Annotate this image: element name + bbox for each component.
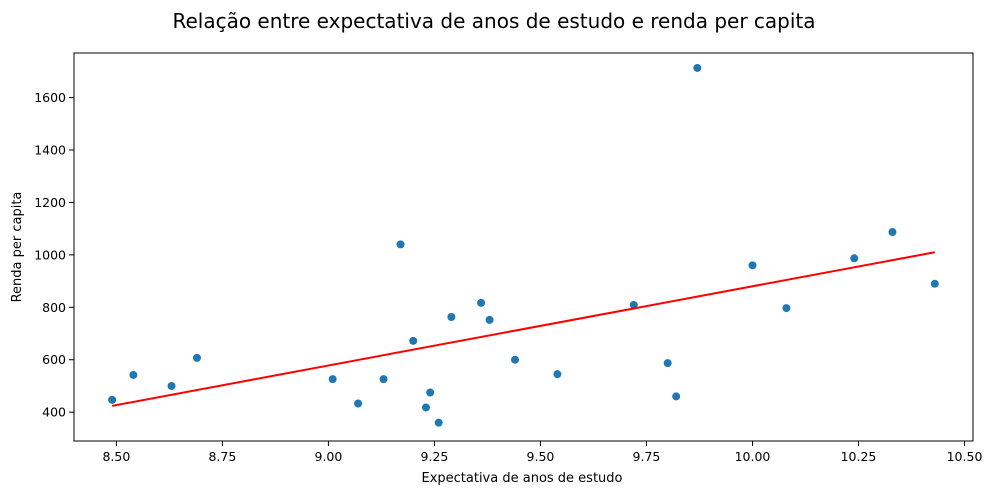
data-point-26	[930, 279, 939, 288]
data-point-12	[434, 418, 443, 427]
x-tick-label: 8.75	[208, 449, 236, 464]
data-point-25	[888, 228, 897, 237]
data-point-4	[192, 353, 201, 362]
chart-title: Relação entre expectativa de anos de est…	[172, 9, 815, 33]
y-tick-label: 600	[42, 352, 66, 367]
x-tick-label: 9.50	[527, 449, 555, 464]
data-point-2	[129, 370, 138, 379]
y-tick-label: 400	[42, 405, 66, 420]
data-point-15	[485, 315, 494, 324]
y-tick-label: 1000	[34, 247, 66, 262]
data-point-22	[748, 261, 757, 270]
x-tick-label: 10.00	[735, 449, 771, 464]
data-point-16	[511, 355, 520, 364]
x-axis: 8.50 8.75 9.00 9.25 9.50 9.75 10.00 10.25 10.50	[102, 441, 982, 464]
x-tick-label: 10.50	[947, 449, 983, 464]
data-point-6	[354, 399, 363, 408]
trendline	[111, 251, 936, 407]
data-point-17	[553, 370, 562, 379]
data-point-18	[629, 300, 638, 309]
y-tick-label: 1200	[34, 195, 66, 210]
data-point-20	[672, 392, 681, 401]
plot-frame	[73, 52, 974, 442]
data-point-3	[167, 381, 176, 390]
data-point-10	[421, 403, 430, 412]
y-tick-label: 1400	[34, 143, 66, 158]
x-tick-label: 10.25	[841, 449, 877, 464]
x-tick-label: 9.75	[633, 449, 661, 464]
data-point-11	[426, 388, 435, 397]
y-tick-label: 1600	[34, 90, 66, 105]
data-point-1	[108, 395, 117, 404]
x-axis-label: Expectativa de anos de estudo	[421, 471, 622, 486]
data-point-23	[782, 304, 791, 313]
y-axis-label: Renda per capita	[10, 192, 25, 303]
data-point-21	[693, 63, 702, 72]
x-tick-label: 9.00	[315, 449, 343, 464]
y-axis: 400 600 800 1000 1200 1400 1600	[34, 90, 74, 420]
data-point-8	[396, 240, 405, 249]
data-point-24	[850, 254, 859, 263]
data-point-7	[379, 375, 388, 384]
plot-area	[73, 52, 974, 442]
data-point-5	[328, 375, 337, 384]
x-tick-label: 9.25	[421, 449, 449, 464]
data-point-19	[663, 359, 672, 368]
data-point-13	[447, 313, 456, 321]
data-point-14	[477, 298, 486, 307]
data-point-9	[409, 336, 418, 345]
y-tick-label: 800	[42, 300, 66, 315]
x-tick-label: 8.50	[102, 449, 130, 464]
